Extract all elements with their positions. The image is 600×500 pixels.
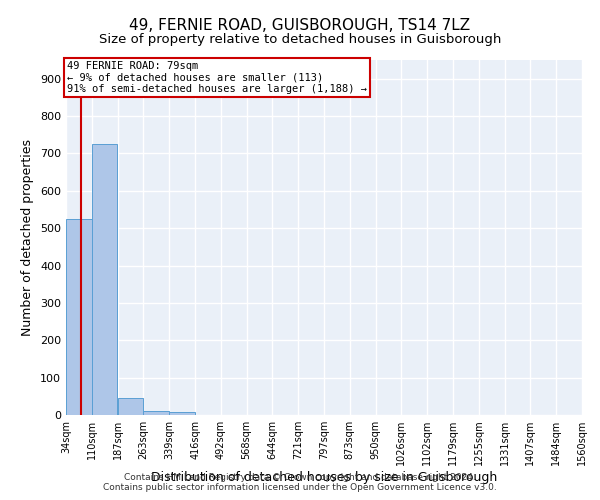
Text: 49, FERNIE ROAD, GUISBOROUGH, TS14 7LZ: 49, FERNIE ROAD, GUISBOROUGH, TS14 7LZ xyxy=(130,18,470,32)
Bar xyxy=(66,219,92,415)
Bar xyxy=(118,398,143,415)
Bar xyxy=(143,411,169,415)
Bar xyxy=(169,412,195,415)
Text: Contains HM Land Registry data © Crown copyright and database right 2024.
Contai: Contains HM Land Registry data © Crown c… xyxy=(103,473,497,492)
Bar xyxy=(92,144,118,415)
Text: Size of property relative to detached houses in Guisborough: Size of property relative to detached ho… xyxy=(99,32,501,46)
X-axis label: Distribution of detached houses by size in Guisborough: Distribution of detached houses by size … xyxy=(151,471,497,484)
Y-axis label: Number of detached properties: Number of detached properties xyxy=(22,139,34,336)
Text: 49 FERNIE ROAD: 79sqm
← 9% of detached houses are smaller (113)
91% of semi-deta: 49 FERNIE ROAD: 79sqm ← 9% of detached h… xyxy=(67,60,367,94)
